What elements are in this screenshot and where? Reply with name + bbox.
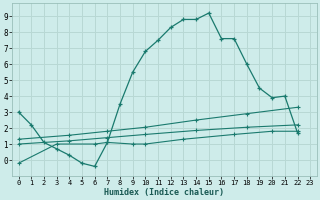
X-axis label: Humidex (Indice chaleur): Humidex (Indice chaleur) [104, 188, 224, 197]
